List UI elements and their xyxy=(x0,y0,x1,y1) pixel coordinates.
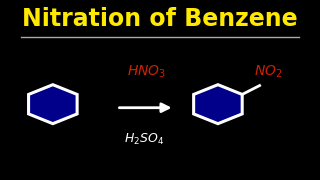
Text: Nitration of Benzene: Nitration of Benzene xyxy=(22,7,298,31)
Text: $\mathit{HNO_3}$: $\mathit{HNO_3}$ xyxy=(127,64,166,80)
Text: $\mathit{H_2SO_4}$: $\mathit{H_2SO_4}$ xyxy=(124,132,164,147)
Polygon shape xyxy=(28,85,77,124)
Polygon shape xyxy=(194,85,242,124)
Text: $\mathit{NO_2}$: $\mathit{NO_2}$ xyxy=(254,64,283,80)
